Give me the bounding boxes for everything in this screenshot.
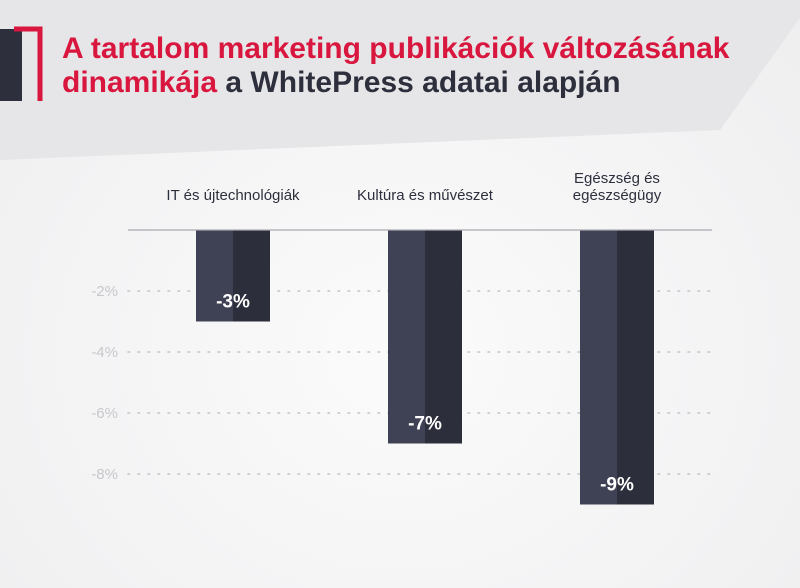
logo-dark-block	[0, 29, 22, 101]
category-label: Egészség és	[574, 170, 660, 187]
bar-shade	[425, 230, 462, 444]
category-label: Kultúra és művészet	[357, 187, 494, 204]
page-title: A tartalom marketing publikációk változá…	[62, 32, 800, 100]
bar	[196, 230, 233, 322]
bar-value-label: -7%	[408, 414, 442, 435]
bar	[388, 230, 425, 444]
category-label: IT és újtechnológiák	[166, 187, 300, 204]
bar-value-label: -9%	[600, 475, 634, 496]
y-tick-label: -8%	[91, 466, 118, 483]
title-rest: a WhitePress adatai alapján	[217, 66, 621, 99]
header-band	[0, 0, 800, 160]
bar-shade	[617, 230, 654, 505]
bar-shade	[233, 230, 270, 322]
y-tick-label: -6%	[91, 405, 118, 422]
bar	[580, 230, 617, 505]
category-label: egészségügy	[573, 187, 662, 204]
title-highlight: A tartalom marketing publikációk változá…	[62, 32, 730, 99]
y-tick-label: -2%	[91, 283, 118, 300]
y-tick-label: -4%	[91, 344, 118, 361]
bar-value-label: -3%	[216, 292, 250, 313]
logo-red-bracket	[14, 26, 43, 101]
